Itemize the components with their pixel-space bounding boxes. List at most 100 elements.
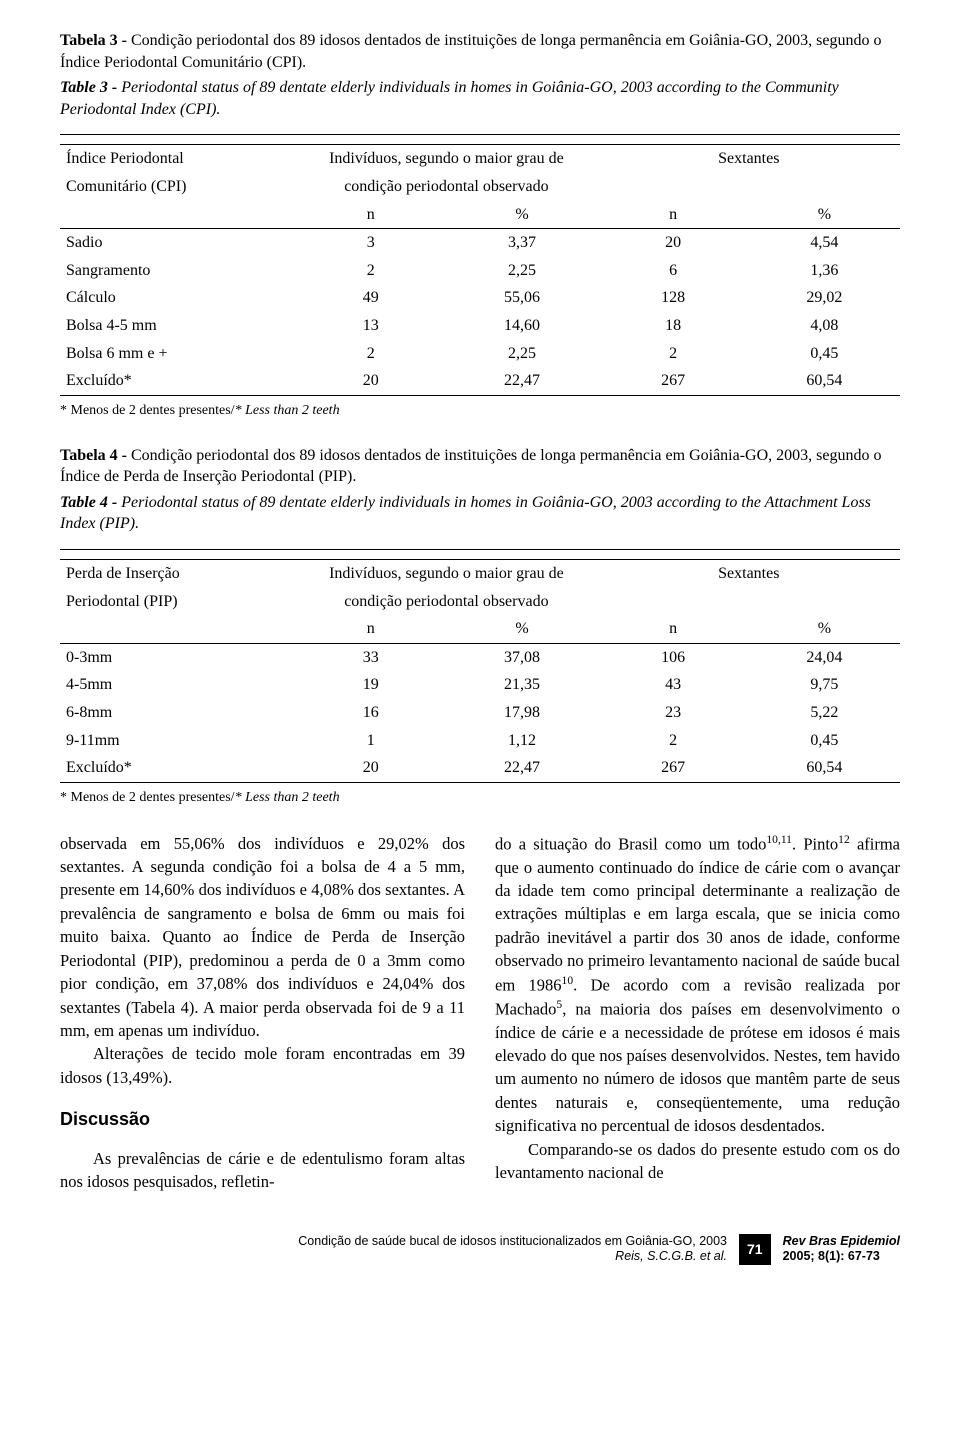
t4-sub-p1: % <box>446 615 597 643</box>
table-row: 0-3mm3337,0810624,04 <box>60 643 900 671</box>
table3-caption-it-text: Periodontal status of 89 dentate elderly… <box>60 79 839 118</box>
table4-caption-it-text: Periodontal status of 89 dentate elderly… <box>60 494 871 533</box>
table-cell: 21,35 <box>446 671 597 699</box>
table-row: Bolsa 6 mm e +22,2520,45 <box>60 340 900 368</box>
table-cell: 2,25 <box>446 340 597 368</box>
table-cell: 2 <box>295 257 446 285</box>
t4-sub-n2: n <box>598 615 749 643</box>
t3-sub-p1: % <box>446 201 597 229</box>
table-cell: 24,04 <box>749 643 900 671</box>
table-cell: Cálculo <box>60 284 295 312</box>
table-cell: 60,54 <box>749 367 900 395</box>
table-cell: 3,37 <box>446 229 597 257</box>
t4-col2-l1: Indivíduos, segundo o maior grau de <box>295 559 597 587</box>
table4-caption-it-bold: Table 4 - <box>60 494 117 511</box>
page-footer: Condição de saúde bucal de idosos instit… <box>60 1234 900 1265</box>
table-cell: 1,36 <box>749 257 900 285</box>
table-cell: 14,60 <box>446 312 597 340</box>
table3-caption-pt: Tabela 3 - Condição periodontal dos 89 i… <box>60 30 900 73</box>
right-p1: do a situação do Brasil como um todo10,1… <box>495 832 900 1138</box>
table3-footnote: * Menos de 2 dentes presentes/* Less tha… <box>60 402 900 421</box>
footer-right-line1: Rev Bras Epidemiol <box>783 1234 900 1250</box>
table-cell: 22,47 <box>446 754 597 782</box>
t3-col1-l1: Índice Periodontal <box>60 145 295 173</box>
table-cell: 49 <box>295 284 446 312</box>
t3-col2-l2: condição periodontal observado <box>295 173 597 201</box>
table-row: Cálculo4955,0612829,02 <box>60 284 900 312</box>
table-row: 4-5mm1921,35439,75 <box>60 671 900 699</box>
table-cell: 1,12 <box>446 727 597 755</box>
table-cell: 9,75 <box>749 671 900 699</box>
table-cell: 1 <box>295 727 446 755</box>
t4-col3-l1: Sextantes <box>598 559 900 587</box>
table-row: Excluído*2022,4726760,54 <box>60 367 900 395</box>
table-cell: Sadio <box>60 229 295 257</box>
table-cell: Bolsa 6 mm e + <box>60 340 295 368</box>
table-cell: 6 <box>598 257 749 285</box>
table4: Perda de Inserção Indivíduos, segundo o … <box>60 549 900 783</box>
table-row: 6-8mm1617,98235,22 <box>60 699 900 727</box>
table-cell: 128 <box>598 284 749 312</box>
table-cell: 13 <box>295 312 446 340</box>
table-row: Sangramento22,2561,36 <box>60 257 900 285</box>
t4-foot-a: * Menos de 2 dentes presentes/ <box>60 790 235 805</box>
t4-sub-n1: n <box>295 615 446 643</box>
table-cell: 2 <box>598 340 749 368</box>
table3-caption-en: Table 3 - Periodontal status of 89 denta… <box>60 77 900 120</box>
table-cell: 2,25 <box>446 257 597 285</box>
t3-sub-n2: n <box>598 201 749 229</box>
footer-left: Condição de saúde bucal de idosos instit… <box>298 1234 727 1265</box>
footer-left-line1: Condição de saúde bucal de idosos instit… <box>298 1234 727 1250</box>
table-cell: 2 <box>295 340 446 368</box>
table-row: 9-11mm11,1220,45 <box>60 727 900 755</box>
table-cell: 20 <box>598 229 749 257</box>
table-cell: 29,02 <box>749 284 900 312</box>
table-cell: 267 <box>598 367 749 395</box>
table-cell: 0,45 <box>749 340 900 368</box>
table-cell: 6-8mm <box>60 699 295 727</box>
t4-foot-b: * Less than 2 teeth <box>235 790 340 805</box>
table-cell: Sangramento <box>60 257 295 285</box>
table-cell: 22,47 <box>446 367 597 395</box>
table-cell: 23 <box>598 699 749 727</box>
table-cell: 16 <box>295 699 446 727</box>
table4-caption-bold: Tabela 4 - <box>60 447 127 464</box>
table3-caption-text: Condição periodontal dos 89 idosos denta… <box>60 32 882 71</box>
t3-col1-l2: Comunitário (CPI) <box>60 173 295 201</box>
table3-block: Tabela 3 - Condição periodontal dos 89 i… <box>60 30 900 421</box>
table-cell: 0-3mm <box>60 643 295 671</box>
table-cell: Excluído* <box>60 367 295 395</box>
t3-foot-b: * Less than 2 teeth <box>235 403 340 418</box>
table-cell: 0,45 <box>749 727 900 755</box>
table4-caption-pt: Tabela 4 - Condição periodontal dos 89 i… <box>60 445 900 488</box>
table-cell: 37,08 <box>446 643 597 671</box>
left-p1: observada em 55,06% dos indivíduos e 29,… <box>60 832 465 1043</box>
table-row: Excluído*2022,4726760,54 <box>60 754 900 782</box>
table-cell: 4,54 <box>749 229 900 257</box>
table3-caption-bold: Tabela 3 - <box>60 32 127 49</box>
footer-left-line2: Reis, S.C.G.B. et al. <box>298 1249 727 1265</box>
page-number: 71 <box>739 1234 771 1265</box>
table3: Índice Periodontal Indivíduos, segundo o… <box>60 134 900 395</box>
table-cell: 20 <box>295 754 446 782</box>
section-heading: Discussão <box>60 1107 465 1133</box>
t4-col1-l1: Perda de Inserção <box>60 559 295 587</box>
table-cell: Bolsa 4-5 mm <box>60 312 295 340</box>
table-cell: 60,54 <box>749 754 900 782</box>
t3-foot-a: * Menos de 2 dentes presentes/ <box>60 403 235 418</box>
table-row: Bolsa 4-5 mm1314,60184,08 <box>60 312 900 340</box>
table-cell: 9-11mm <box>60 727 295 755</box>
table-cell: 43 <box>598 671 749 699</box>
left-column: observada em 55,06% dos indivíduos e 29,… <box>60 832 465 1194</box>
table-cell: 2 <box>598 727 749 755</box>
table-cell: 267 <box>598 754 749 782</box>
table-cell: Excluído* <box>60 754 295 782</box>
t4-col1-l2: Periodontal (PIP) <box>60 588 295 616</box>
table-cell: 4,08 <box>749 312 900 340</box>
table3-caption-it-bold: Table 3 - <box>60 79 117 96</box>
t4-col2-l2: condição periodontal observado <box>295 588 597 616</box>
table-cell: 4-5mm <box>60 671 295 699</box>
table-cell: 19 <box>295 671 446 699</box>
table4-caption-text: Condição periodontal dos 89 idosos denta… <box>60 447 882 486</box>
table-cell: 18 <box>598 312 749 340</box>
